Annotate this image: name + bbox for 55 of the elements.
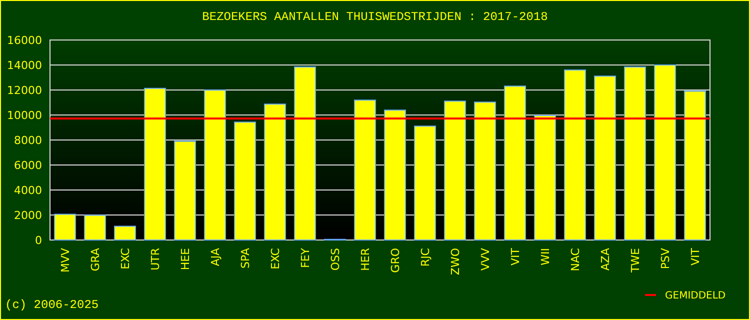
x-tick-label: AJA <box>208 248 222 266</box>
bar <box>444 100 466 240</box>
x-tick-label: HEE <box>178 248 192 270</box>
bar <box>564 70 586 240</box>
x-tick-label: AZA <box>598 248 612 271</box>
bar <box>384 110 406 240</box>
bar <box>684 90 706 240</box>
x-tick-label: NAC <box>568 248 582 272</box>
y-tick-label: 8000 <box>14 134 42 147</box>
x-tick-label: VVV <box>478 248 492 271</box>
x-tick-label: FEY <box>298 248 312 268</box>
y-tick-label: 10000 <box>7 108 42 122</box>
bar <box>294 66 316 240</box>
bar <box>264 104 286 240</box>
y-tick-label: 4000 <box>14 184 42 197</box>
x-tick-label: VIT <box>508 248 522 266</box>
bar <box>504 86 526 240</box>
x-tick-label: OSS <box>328 248 342 271</box>
bar <box>144 88 166 240</box>
x-tick-label: ZWO <box>448 248 462 276</box>
bar <box>624 66 646 240</box>
bar <box>114 226 136 240</box>
x-tick-label: GRO <box>388 248 402 273</box>
x-tick-label: RJC <box>418 248 432 267</box>
x-tick-label: HER <box>358 248 372 271</box>
x-tick-label: VIT <box>688 248 702 266</box>
y-tick-label: 14000 <box>7 58 42 72</box>
x-tick-label: EXC <box>268 248 282 270</box>
y-tick-label: 6000 <box>14 158 42 172</box>
x-tick-label: UTR <box>148 248 162 270</box>
x-tick-label: EXC <box>118 248 132 270</box>
x-tick-label: TWE <box>628 248 642 274</box>
bar <box>594 76 616 240</box>
y-tick-label: 0 <box>35 234 42 247</box>
bar <box>174 140 196 240</box>
y-tick-label: 16000 <box>7 34 42 47</box>
bar <box>234 122 256 240</box>
bar <box>534 115 556 240</box>
legend-label: GEMIDDELD <box>665 290 726 302</box>
x-tick-label: SPA <box>238 248 252 268</box>
bar <box>354 100 376 240</box>
x-tick-label: GRA <box>88 248 102 272</box>
bar <box>84 214 106 240</box>
chart-title: BEZOEKERS AANTALLEN THUISWEDSTRIJDEN : 2017-2018 <box>202 10 548 24</box>
bar <box>654 64 676 240</box>
y-tick-label: 2000 <box>14 208 42 222</box>
text: (c) 2006-2025 <box>5 298 99 312</box>
x-tick-label: MVV <box>58 248 72 273</box>
bar <box>54 214 76 240</box>
x-tick-label: WII <box>538 248 552 266</box>
x-tick-label: PSV <box>658 248 672 270</box>
bar <box>204 90 226 240</box>
bar <box>474 102 496 240</box>
y-tick-label: 12000 <box>7 84 42 97</box>
bar <box>414 126 436 240</box>
